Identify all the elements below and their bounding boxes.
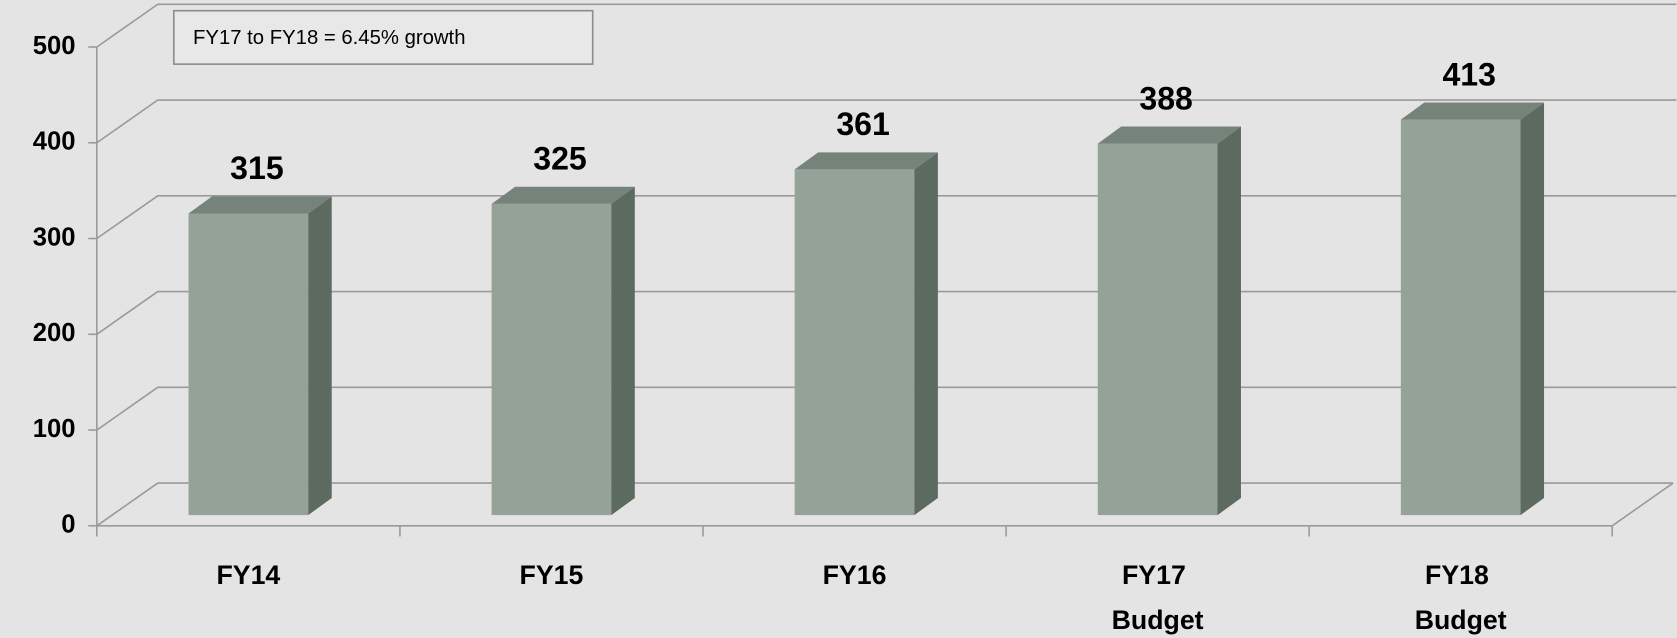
bar-top [188,196,332,214]
value-label: 315 [230,150,283,186]
x-tick-label: FY15 [520,560,584,590]
bar-side [1520,102,1545,516]
value-label: 413 [1442,56,1495,92]
y-tick-label: 400 [33,128,76,156]
annotation-box [172,9,594,65]
bar-side [611,186,635,516]
bar-top [491,186,635,204]
bar-side [914,152,938,516]
value-label: 361 [836,106,889,142]
bar-top [794,152,938,170]
y-tick-label: 0 [61,511,75,539]
x-tick-label: FY14 [216,560,280,590]
bar-top [1097,126,1241,144]
bar [1400,102,1545,516]
bar [1097,126,1241,516]
bar-side [1217,126,1241,516]
bar [188,196,332,516]
grid-line [96,99,1677,144]
x-tick-label: FY17 Budget [1112,560,1204,635]
y-tick-label: 200 [33,319,76,347]
bar-front [1097,143,1218,516]
y-tick-label: 300 [33,223,76,251]
bar [491,186,635,516]
y-tick-label: 100 [33,415,76,443]
bar [794,152,938,516]
grid-line [96,3,1677,48]
bar-front [491,203,612,516]
y-tick-label: 500 [33,32,76,60]
bar-top [1400,102,1545,120]
bar-front [1400,119,1521,516]
value-label: 388 [1139,80,1192,116]
x-tick-label: FY18 Budget [1415,560,1507,635]
bar-front [794,169,915,516]
value-label: 325 [533,141,586,177]
bar-side [308,196,332,516]
x-tick-label: FY16 [823,560,887,590]
bar-front [188,213,309,516]
annotation: FY17 to FY18 = 6.45% growth [193,27,465,49]
